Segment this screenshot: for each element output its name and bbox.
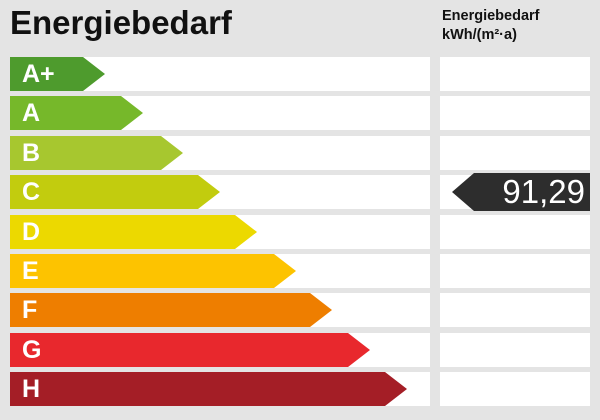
scale-row-d: D (0, 215, 600, 249)
unit-header: Energiebedarf kWh/(m²·a) (442, 7, 540, 45)
class-arrow-icon: A (10, 96, 143, 130)
class-label: C (22, 178, 41, 206)
value-column-cell (440, 293, 590, 327)
value-column-cell (440, 96, 590, 130)
class-label: E (22, 257, 39, 285)
class-arrow-icon: C (10, 175, 220, 209)
class-label: F (22, 296, 38, 324)
value-column-cell (440, 215, 590, 249)
class-label: A (22, 99, 41, 127)
scale-row-e: E (0, 254, 600, 288)
class-label: H (22, 375, 41, 403)
class-arrow-icon: G (10, 333, 370, 367)
class-arrow-icon: A+ (10, 57, 105, 91)
scale-row-h: H (0, 372, 600, 406)
class-arrow-icon: F (10, 293, 332, 327)
class-label: D (22, 218, 41, 246)
class-label: A+ (22, 60, 55, 88)
class-label: B (22, 139, 41, 167)
class-arrow-icon: E (10, 254, 296, 288)
scale-row-aplus: A+ (0, 57, 600, 91)
chart-title: Energiebedarf (10, 4, 232, 41)
class-label: G (22, 336, 42, 364)
value-column-cell (440, 333, 590, 367)
value-column-cell (440, 254, 590, 288)
unit-header-line1: Energiebedarf (442, 8, 540, 24)
value-label: 91,29 (502, 173, 585, 210)
value-column-cell (440, 136, 590, 170)
class-arrow-icon: H (10, 372, 407, 406)
scale-row-a: A (0, 96, 600, 130)
unit-header-line2: kWh/(m²·a) (442, 27, 517, 43)
scale-row-f: F (0, 293, 600, 327)
value-column-cell (440, 57, 590, 91)
value-pointer: 91,29 (452, 173, 590, 211)
scale-row-g: G (0, 333, 600, 367)
scale-row-b: B (0, 136, 600, 170)
class-arrow-icon: D (10, 215, 257, 249)
class-arrow-icon: B (10, 136, 183, 170)
value-column-cell (440, 372, 590, 406)
